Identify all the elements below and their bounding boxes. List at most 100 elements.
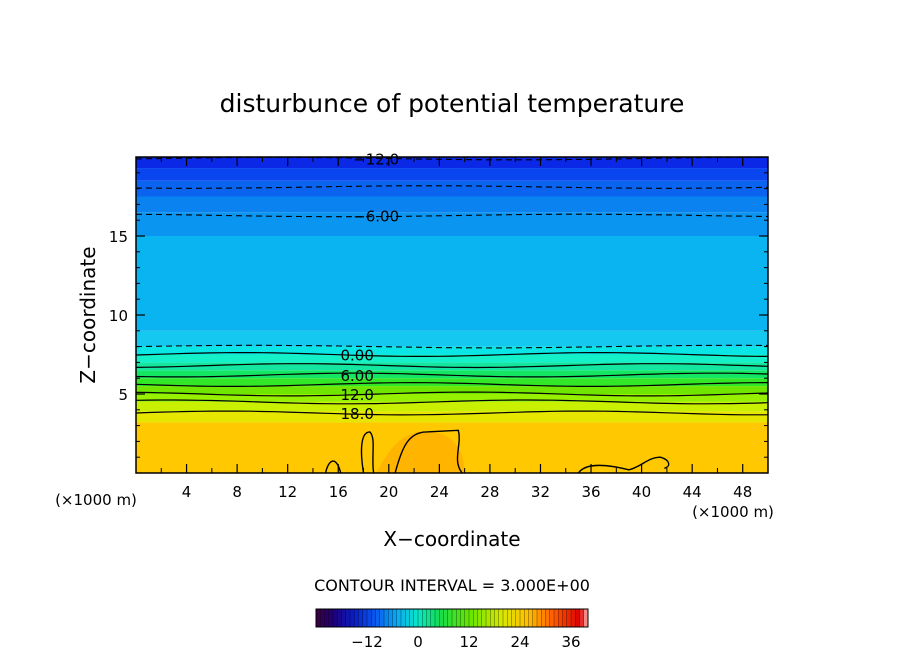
colorbar-cell: [537, 609, 542, 627]
colorbar-cell: [345, 609, 351, 627]
color-band-2: [136, 401, 768, 412]
colorbar-cell: [473, 609, 478, 627]
colorbar-tick-label-4: 36: [561, 633, 580, 651]
y-tick-label-1: 10: [109, 307, 128, 325]
color-band-3: [136, 394, 768, 402]
colorbar-cell: [545, 609, 551, 627]
colorbar-cell: [337, 609, 342, 627]
colorbar-cell: [426, 609, 432, 627]
colorbar-frame: [315, 608, 589, 628]
contour-label-4: 12.0: [340, 386, 373, 404]
colorbar-cell: [498, 609, 504, 627]
contour-label-0: −12.0: [353, 151, 399, 169]
colorbar: −12 0 12 24 36: [315, 608, 589, 651]
colorbar-cell: [452, 609, 457, 627]
color-band-14: [136, 180, 768, 197]
colorbar-cell: [566, 609, 572, 627]
x-tick-label-10: 44: [683, 483, 702, 501]
colorbar-cell: [460, 609, 466, 627]
colorbar-cell: [375, 609, 381, 627]
dashed-contour-1: [135, 213, 769, 218]
colorbar-tick-label-1: 0: [413, 633, 423, 651]
colorbar-cell: [341, 609, 347, 627]
colorbar-cell: [583, 609, 589, 627]
x-axis-label: X−coordinate: [383, 527, 520, 551]
colorbar-cell: [439, 609, 444, 627]
colorbar-cell: [324, 609, 330, 627]
colorbar-cell: [520, 609, 525, 627]
color-band-9: [136, 346, 768, 355]
color-band-16: [136, 157, 768, 169]
y-tick-label-0: 5: [118, 386, 128, 404]
color-band-10: [136, 330, 768, 347]
contour-label-2: 0.00: [340, 347, 373, 365]
colorbar-cell: [422, 609, 427, 627]
color-band-7: [136, 362, 768, 371]
colorbar-cell: [469, 609, 474, 627]
color-band-8: [136, 354, 768, 363]
colorbar-cell: [379, 609, 385, 627]
x-tick-label-6: 28: [480, 483, 499, 501]
colorbar-cell: [443, 609, 449, 627]
surface-contour-2: [394, 429, 463, 474]
colorbar-cell: [413, 609, 419, 627]
colorbar-cell: [477, 609, 483, 627]
x-tick-label-9: 40: [632, 483, 651, 501]
surface-contour-0: [324, 460, 342, 474]
colorbar-cell: [392, 609, 398, 627]
colorbar-cell: [554, 609, 559, 627]
x-tick-label-2: 12: [278, 483, 297, 501]
contour-label-5: 18.0: [340, 405, 373, 423]
colorbar-cell: [358, 609, 364, 627]
colorbar-cell: [350, 609, 355, 627]
color-band-11: [136, 236, 768, 331]
contour-label-3: 6.00: [340, 367, 373, 385]
solid-contour-6: [135, 352, 769, 357]
colorbar-cell: [328, 609, 334, 627]
colorbar-cell: [579, 609, 585, 627]
color-band-1: [136, 411, 768, 423]
color-band-4: [136, 386, 768, 394]
colorbar-cell: [354, 609, 359, 627]
colorbar-cell: [367, 609, 372, 627]
colorbar-cell: [430, 609, 436, 627]
x-tick-label-7: 32: [531, 483, 550, 501]
x-tick-label-11: 48: [733, 483, 752, 501]
color-band-6: [136, 370, 768, 379]
surface-contour-1: [360, 431, 375, 474]
colorbar-cell: [562, 609, 568, 627]
colorbar-cell: [503, 609, 508, 627]
x-tick-label-0: 4: [182, 483, 192, 501]
x-unit-label-left: (×1000 m): [55, 491, 137, 509]
x-tick-label-8: 36: [581, 483, 600, 501]
x-tick-label-5: 24: [430, 483, 449, 501]
colorbar-cell: [481, 609, 487, 627]
colorbar-cell: [333, 609, 338, 627]
colorbar-cell: [494, 609, 500, 627]
colorbar-cell: [571, 609, 576, 627]
colorbar-cell: [490, 609, 495, 627]
colorbar-cell: [371, 609, 376, 627]
colorbar-cell: [316, 609, 321, 627]
colorbar-cell: [511, 609, 517, 627]
colorbar-cell: [405, 609, 410, 627]
colorbar-cell: [320, 609, 325, 627]
colorbar-cell: [396, 609, 402, 627]
solid-contour-3: [135, 381, 769, 387]
solid-contour-2: [135, 391, 769, 397]
colorbar-cell: [549, 609, 555, 627]
contour-interval-label: CONTOUR INTERVAL = 3.000E+00: [314, 576, 590, 595]
y-axis-label: Z−coordinate: [76, 246, 100, 383]
x-tick-label-1: 8: [232, 483, 242, 501]
colorbar-cell: [418, 609, 423, 627]
colorbar-cell: [362, 609, 368, 627]
colorbar-cell: [507, 609, 512, 627]
x-tick-label-3: 16: [329, 483, 348, 501]
colorbar-cell: [384, 609, 389, 627]
colorbar-cell: [575, 609, 580, 627]
color-band-12: [136, 212, 768, 236]
y-tick-label-2: 15: [109, 228, 128, 246]
surface-contour-3: [577, 456, 670, 474]
